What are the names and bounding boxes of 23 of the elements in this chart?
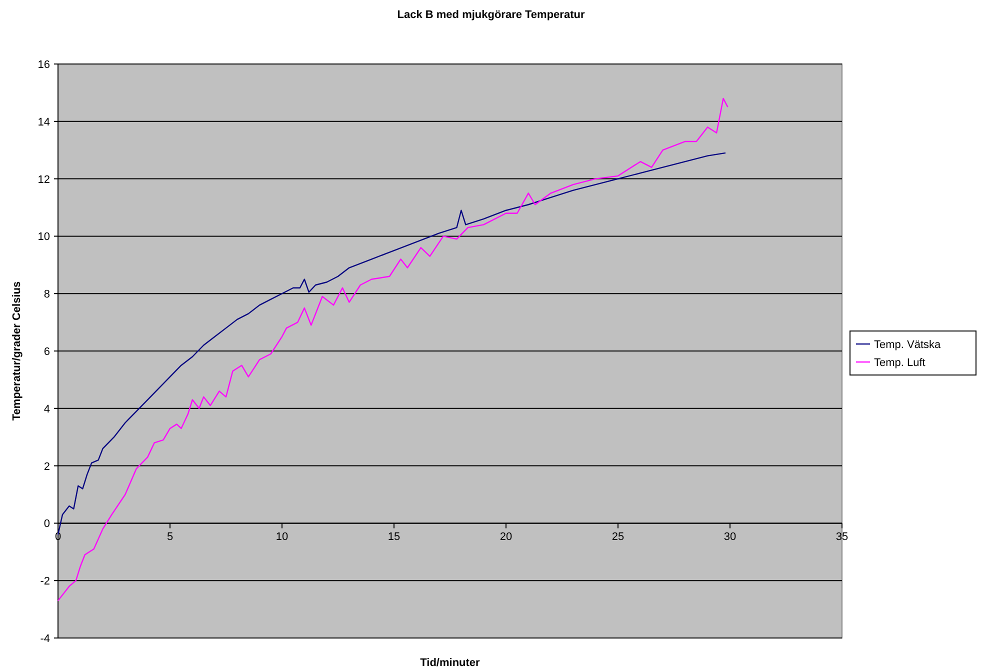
x-tick-label: 5 bbox=[166, 531, 174, 544]
x-tick-label: 30 bbox=[724, 531, 736, 544]
y-tick-label: 16 bbox=[38, 59, 50, 71]
x-axis-title: Tid/minuter bbox=[420, 657, 481, 669]
x-tick-label: 20 bbox=[500, 531, 512, 544]
y-tick-label: 8 bbox=[44, 288, 50, 301]
y-axis-title: Temperatur/grader Celsius bbox=[11, 281, 23, 421]
x-tick-label: 35 bbox=[836, 531, 848, 544]
y-tick-label: 2 bbox=[44, 460, 50, 473]
y-tick-label: -2 bbox=[40, 576, 50, 588]
y-tick-label: 6 bbox=[44, 346, 50, 358]
y-tick-label: 4 bbox=[44, 403, 50, 416]
legend-label: Temp. Vätska bbox=[874, 339, 942, 351]
x-tick-label: 25 bbox=[612, 531, 624, 544]
x-tick-label: 10 bbox=[276, 531, 288, 544]
y-tick-label: 0 bbox=[44, 518, 50, 530]
y-tick-label: 12 bbox=[38, 174, 50, 186]
y-tick-label: 14 bbox=[38, 116, 50, 128]
x-tick-label: 15 bbox=[388, 531, 400, 544]
y-tick-label: -4 bbox=[40, 633, 50, 645]
y-tick-label: 10 bbox=[38, 231, 50, 244]
legend-label: Temp. Luft bbox=[874, 357, 926, 369]
chart-title: Lack B med mjukgörare Temperatur bbox=[397, 9, 586, 21]
